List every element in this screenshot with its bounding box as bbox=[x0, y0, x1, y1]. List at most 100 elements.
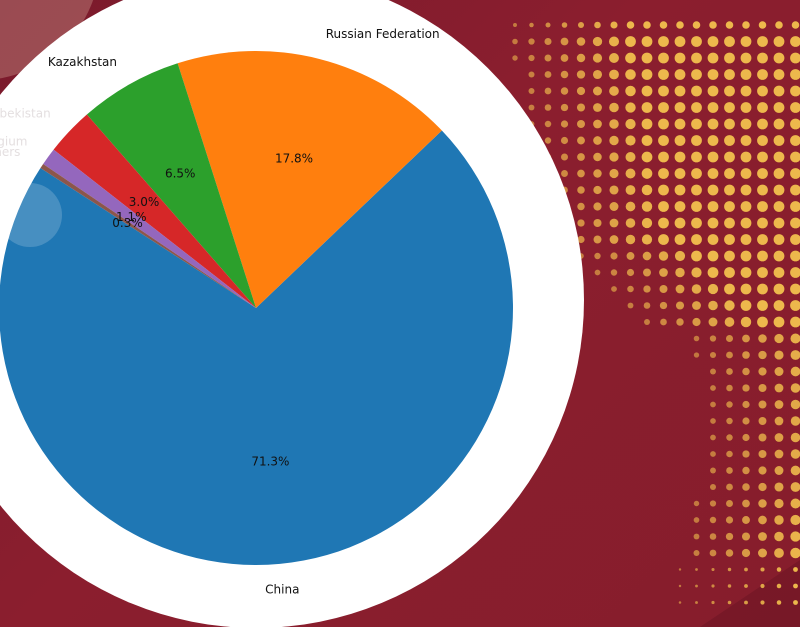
halftone-dot bbox=[691, 135, 702, 146]
halftone-dot bbox=[724, 168, 735, 179]
halftone-dot bbox=[724, 300, 735, 311]
halftone-dot bbox=[695, 584, 698, 588]
halftone-dot bbox=[691, 284, 702, 294]
halftone-dot bbox=[773, 102, 785, 113]
halftone-dot bbox=[609, 202, 619, 211]
halftone-dot bbox=[757, 69, 768, 80]
slice-percent-china: 71.3% bbox=[251, 455, 289, 469]
halftone-dot bbox=[740, 102, 752, 113]
halftone-dot bbox=[625, 69, 636, 80]
halftone-dot bbox=[744, 584, 748, 588]
halftone-dot bbox=[790, 217, 800, 229]
halftone-dot bbox=[707, 267, 719, 278]
halftone-dot bbox=[790, 250, 800, 262]
halftone-dot bbox=[577, 186, 585, 194]
halftone-dot bbox=[707, 250, 719, 262]
halftone-dot bbox=[790, 69, 800, 80]
halftone-dot bbox=[691, 184, 702, 196]
halftone-dot bbox=[707, 135, 719, 146]
halftone-dot bbox=[758, 466, 767, 475]
halftone-dot bbox=[625, 218, 636, 228]
pie-slice-russian-federation bbox=[177, 51, 442, 309]
halftone-dot bbox=[774, 433, 784, 442]
halftone-dot bbox=[724, 36, 735, 47]
halftone-dot bbox=[691, 217, 702, 229]
pie-slice-china bbox=[0, 130, 513, 565]
halftone-dot bbox=[740, 184, 752, 196]
halftone-dot bbox=[726, 351, 733, 359]
halftone-dot bbox=[790, 283, 800, 295]
halftone-dot bbox=[691, 102, 702, 113]
halftone-dot bbox=[577, 153, 585, 161]
halftone-dot bbox=[707, 52, 719, 64]
halftone-dot bbox=[740, 151, 752, 163]
halftone-dot bbox=[773, 267, 785, 278]
halftone-dot bbox=[674, 69, 686, 80]
halftone-dot bbox=[726, 434, 733, 441]
halftone-dot bbox=[674, 217, 686, 229]
halftone-dot bbox=[774, 367, 784, 376]
halftone-dot bbox=[725, 21, 734, 29]
halftone-dot bbox=[577, 21, 585, 29]
halftone-dot bbox=[609, 185, 619, 195]
halftone-dot bbox=[658, 168, 669, 179]
halftone-dot bbox=[757, 118, 768, 130]
glare-highlight bbox=[0, 183, 62, 247]
halftone-dot bbox=[790, 547, 800, 559]
halftone-dot bbox=[740, 36, 752, 47]
halftone-dot bbox=[726, 483, 733, 491]
halftone-dot bbox=[790, 151, 800, 163]
halftone-dot bbox=[625, 85, 636, 97]
halftone-dot bbox=[609, 168, 619, 179]
halftone-dot bbox=[774, 515, 784, 525]
halftone-dot bbox=[740, 267, 752, 278]
halftone-dot bbox=[692, 317, 701, 327]
halftone-dot bbox=[790, 399, 800, 410]
halftone-dot bbox=[725, 516, 734, 524]
halftone-dot bbox=[724, 52, 735, 64]
halftone-dot bbox=[724, 69, 735, 80]
halftone-dot bbox=[724, 184, 735, 196]
halftone-dot bbox=[758, 515, 767, 525]
halftone-dot bbox=[676, 318, 684, 326]
halftone-dot bbox=[773, 168, 785, 179]
halftone-dot bbox=[609, 69, 619, 80]
halftone-dot bbox=[774, 416, 784, 426]
halftone-dot bbox=[726, 384, 733, 392]
halftone-dot bbox=[609, 218, 619, 228]
halftone-dot bbox=[658, 234, 669, 245]
halftone-dot bbox=[678, 601, 682, 604]
halftone-dot bbox=[609, 53, 619, 63]
halftone-dot bbox=[757, 135, 768, 146]
halftone-dot bbox=[576, 86, 586, 96]
halftone-dot bbox=[625, 102, 636, 113]
halftone-dot bbox=[790, 184, 800, 196]
halftone-dot bbox=[790, 498, 800, 509]
halftone-dot bbox=[660, 318, 667, 326]
halftone-dot bbox=[674, 102, 686, 113]
halftone-dot bbox=[758, 482, 767, 492]
halftone-dot bbox=[758, 532, 767, 541]
halftone-dot bbox=[676, 21, 684, 29]
halftone-dot bbox=[757, 283, 768, 295]
halftone-dot bbox=[757, 168, 768, 179]
halftone-dot bbox=[610, 269, 618, 276]
halftone-dot bbox=[742, 384, 750, 392]
halftone-dot bbox=[774, 350, 784, 360]
halftone-dot bbox=[724, 317, 735, 327]
halftone-dot bbox=[790, 201, 800, 212]
halftone-dot bbox=[790, 383, 800, 393]
halftone-dot bbox=[773, 135, 785, 146]
halftone-dot bbox=[560, 70, 569, 79]
halftone-dot bbox=[791, 21, 800, 29]
halftone-dot bbox=[740, 316, 752, 328]
halftone-dot bbox=[760, 583, 765, 589]
halftone-dot bbox=[757, 36, 768, 47]
halftone-dot bbox=[790, 234, 800, 245]
halftone-dot bbox=[641, 234, 653, 245]
halftone-dot bbox=[707, 184, 719, 196]
halftone-dot bbox=[625, 118, 636, 130]
halftone-dot bbox=[758, 400, 767, 409]
halftone-dot bbox=[758, 449, 767, 459]
halftone-dot bbox=[625, 151, 636, 163]
